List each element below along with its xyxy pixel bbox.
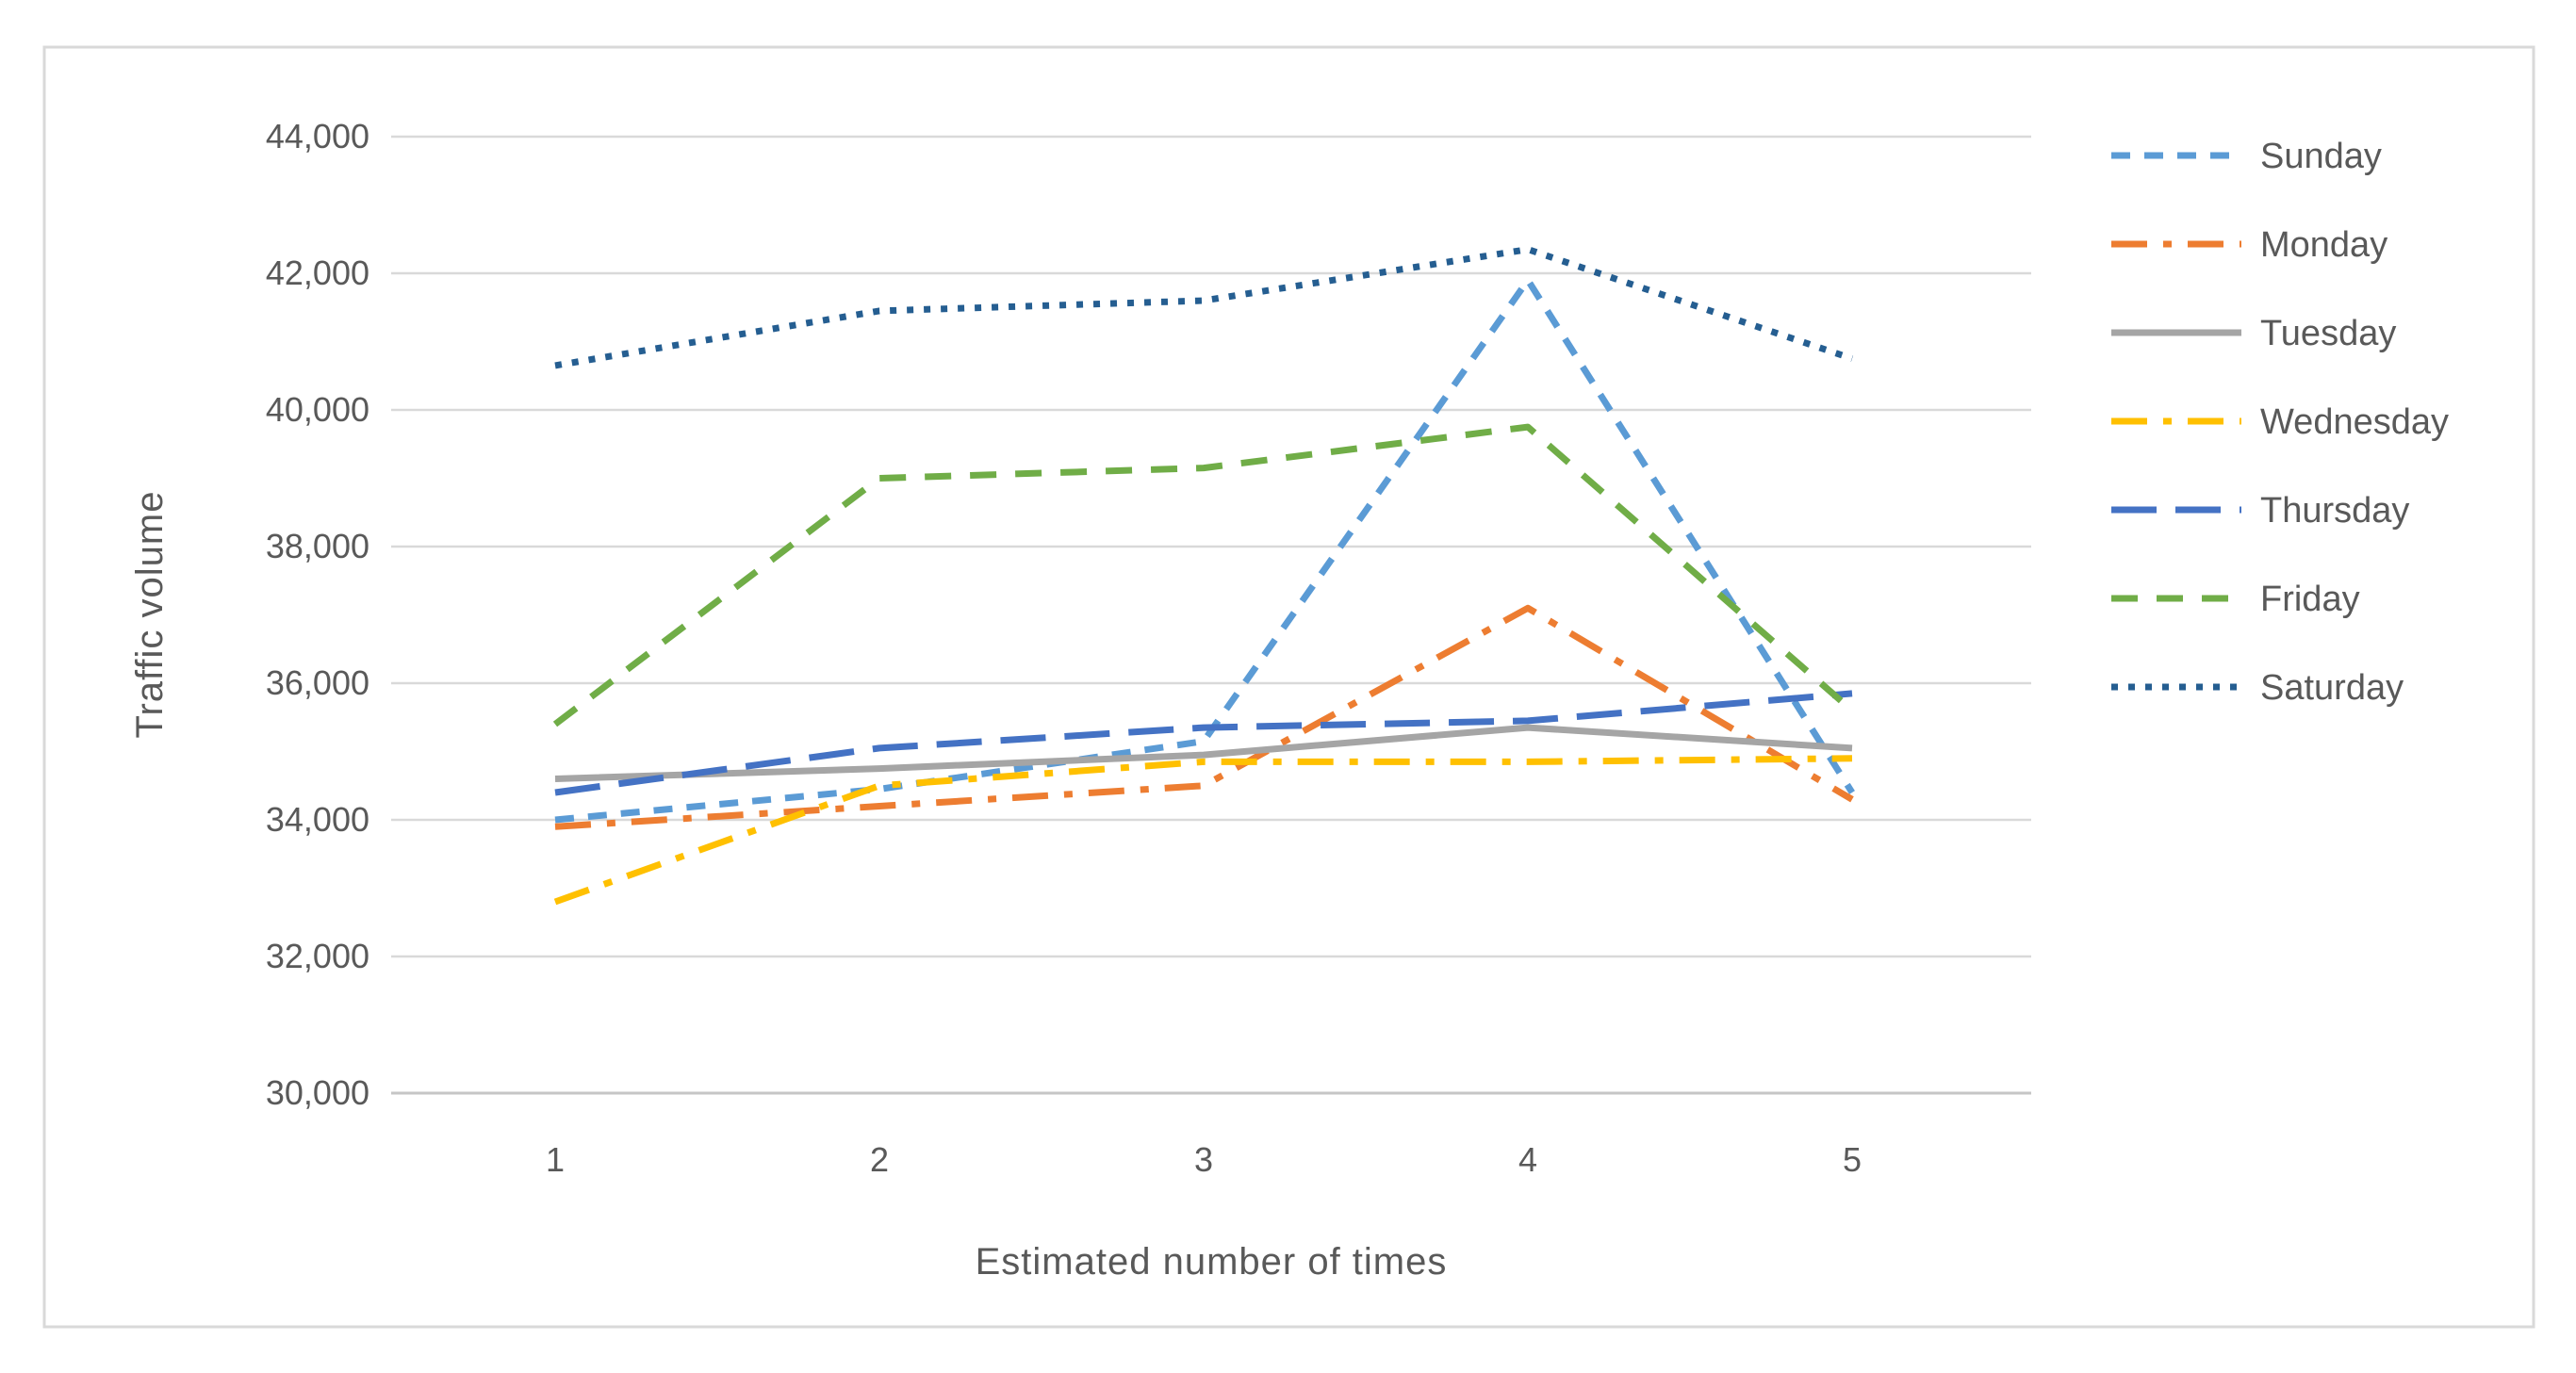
y-axis-title: Traffic volume	[129, 491, 171, 739]
series-line-saturday	[554, 246, 1854, 369]
x-tick-label: 5	[1843, 1140, 1862, 1179]
legend-item-friday: Friday	[2111, 580, 2360, 619]
y-tick-label: 40,000	[266, 390, 369, 429]
legend-label-wednesday: Wednesday	[2260, 402, 2449, 442]
legend-item-saturday: Saturday	[2111, 668, 2404, 708]
y-tick-label: 34,000	[266, 800, 369, 839]
legend-label-monday: Monday	[2260, 225, 2387, 265]
legend-item-thursday: Thursday	[2111, 491, 2409, 531]
series-line-thursday	[554, 690, 1853, 796]
chart-border	[42, 45, 2535, 1329]
legend-label-thursday: Thursday	[2260, 491, 2409, 531]
y-tick-label: 44,000	[266, 117, 369, 155]
x-tick-label: 4	[1518, 1140, 1537, 1179]
legend-item-monday: Monday	[2111, 225, 2387, 265]
x-axis-title: Estimated number of times	[976, 1241, 1448, 1283]
legend-item-wednesday: Wednesday	[2111, 402, 2449, 442]
series-line-tuesday	[554, 724, 1853, 782]
y-tick-label: 32,000	[266, 937, 369, 975]
series-line-monday	[554, 604, 1854, 830]
x-tick-label: 2	[870, 1140, 889, 1179]
legend-label-saturday: Saturday	[2260, 668, 2404, 708]
y-tick-label: 38,000	[266, 527, 369, 565]
legend-item-sunday: Sunday	[2111, 137, 2382, 176]
legend-label-sunday: Sunday	[2260, 137, 2382, 176]
x-tick-label: 3	[1194, 1140, 1213, 1179]
series-line-friday	[552, 423, 1855, 727]
y-tick-label: 30,000	[266, 1073, 369, 1112]
legend-label-friday: Friday	[2260, 580, 2360, 619]
series-line-sunday	[554, 276, 1855, 824]
x-tick-label: 1	[546, 1140, 565, 1179]
y-tick-label: 42,000	[266, 253, 369, 292]
legend-item-tuesday: Tuesday	[2111, 314, 2396, 353]
legend-label-tuesday: Tuesday	[2260, 314, 2396, 353]
y-tick-label: 36,000	[266, 663, 369, 702]
series-line-wednesday	[553, 755, 1853, 906]
